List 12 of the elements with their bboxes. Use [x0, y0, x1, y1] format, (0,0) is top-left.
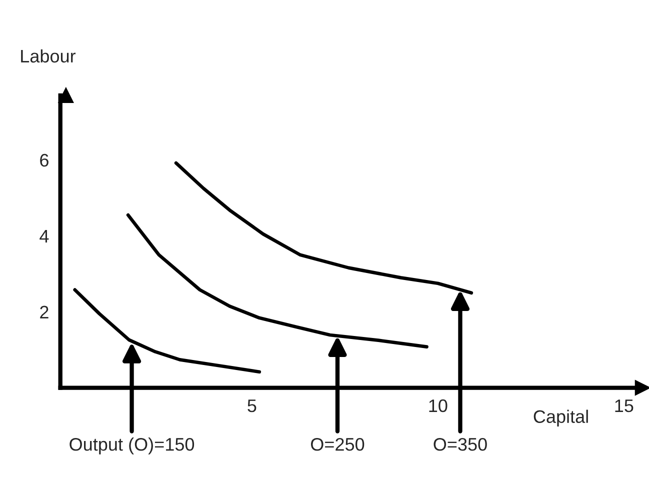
x-tick-label: 5 [248, 400, 256, 412]
y-tick-label: 4 [40, 230, 49, 242]
annotation: Output (O)=150 [70, 438, 194, 454]
annotation: O=350 [434, 438, 487, 451]
annotation: O=250 [310, 438, 364, 451]
x-axis-title: Capital [534, 410, 588, 427]
y-tick-label: 6 [40, 154, 48, 167]
y-tick-label: 2 [40, 306, 48, 318]
x-tick-label: 10 [429, 399, 448, 412]
y-axis-title: Labour [21, 49, 76, 63]
x-tick-label: 15 [615, 400, 634, 412]
line-series [73, 288, 262, 374]
